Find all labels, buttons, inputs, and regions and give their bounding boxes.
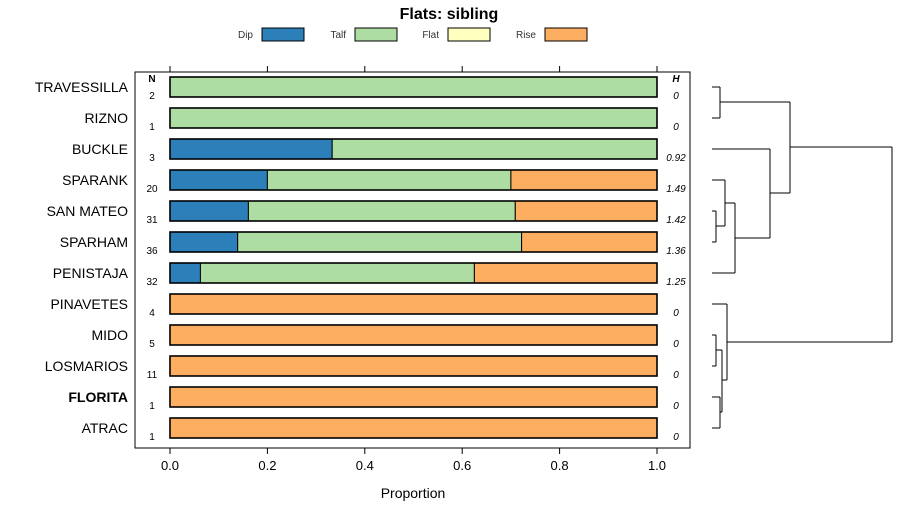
row-h-value: 0 (673, 370, 679, 381)
bar-segment-rise (510, 169, 658, 191)
row-label: PINAVETES (50, 296, 128, 312)
row-label: ATRAC (82, 420, 128, 436)
x-axis: 0.0 0.2 0.4 0.6 0.8 1.0 (161, 66, 666, 473)
row-n-value: 2 (149, 91, 155, 102)
row-h-value: 0.92 (666, 153, 686, 164)
row-h-value: 1.25 (666, 277, 686, 288)
row-n-value: 11 (147, 370, 158, 381)
bar-outline (169, 386, 658, 408)
bar-outline (169, 107, 658, 129)
row-label: FLORITA (68, 389, 128, 405)
bar-outline (169, 355, 658, 377)
bar-segment-dip (169, 138, 333, 160)
h-column-header: H (672, 74, 680, 85)
legend-swatch-flat (447, 27, 491, 42)
x-tick-label: 0.0 (161, 458, 179, 473)
bar-outline (169, 417, 658, 439)
legend-label-flat: Flat (422, 30, 439, 41)
bar-segment-rise (169, 324, 658, 346)
bar-outline (169, 138, 658, 160)
bar-segment-rise (473, 262, 658, 284)
bar-segment-talf (169, 107, 658, 129)
legend-label-rise: Rise (516, 30, 536, 41)
row-n-value: 1 (149, 122, 155, 133)
bar-segment-rise (514, 200, 658, 222)
row-n-value: 1 (149, 432, 155, 443)
bar-segment-talf (331, 138, 658, 160)
bar-segment-rise (169, 417, 658, 439)
row-n-value: 4 (149, 308, 155, 319)
plot-frame (134, 71, 691, 449)
bar-outline (169, 262, 658, 284)
row-label: SPARHAM (60, 234, 128, 250)
bar-outline (169, 293, 658, 315)
legend-swatch-rise (544, 27, 588, 42)
row-h-value: 0 (673, 401, 679, 412)
row-h-value: 1.49 (666, 184, 686, 195)
row-h-value: 1.42 (666, 215, 686, 226)
x-tick-label: 0.6 (453, 458, 471, 473)
bar-segment-rise (169, 355, 658, 377)
row-n-value: 32 (146, 277, 158, 288)
row-h-value: 0 (673, 122, 679, 133)
bar-outline (169, 200, 658, 222)
row-label: MIDO (91, 327, 128, 343)
dendrogram (712, 86, 893, 429)
bar-segment-talf (247, 200, 516, 222)
row-n-value: 1 (149, 401, 155, 412)
row-label: PENISTAJA (53, 265, 129, 281)
row-label: LOSMARIOS (45, 358, 128, 374)
row-label: SPARANK (62, 172, 129, 188)
row-n-value: 5 (149, 339, 155, 350)
row-label: SAN MATEO (47, 203, 129, 219)
chart-title: Flats: sibling (400, 6, 499, 23)
bar-outline (169, 324, 658, 346)
bar-segment-rise (169, 386, 658, 408)
row-label: BUCKLE (72, 141, 128, 157)
row-n-value: 31 (146, 215, 158, 226)
x-axis-label: Proportion (381, 485, 446, 501)
bar-segment-talf (169, 76, 658, 98)
row-n-value: 3 (149, 153, 155, 164)
bar-segment-talf (199, 262, 475, 284)
bars-group (169, 76, 658, 439)
bar-outline (169, 169, 658, 191)
row-label: TRAVESSILLA (35, 79, 129, 95)
legend-label-talf: Talf (330, 30, 346, 41)
x-tick-label: 0.4 (356, 458, 374, 473)
bar-segment-rise (521, 231, 658, 253)
legend: Dip Talf Flat Rise (238, 27, 588, 42)
row-h-value: 0 (673, 308, 679, 319)
bar-segment-talf (266, 169, 512, 191)
bar-segment-dip (169, 262, 201, 284)
x-tick-label: 0.8 (551, 458, 569, 473)
row-n-value: 36 (146, 246, 158, 257)
bar-segment-dip (169, 231, 239, 253)
row-n-value: 20 (146, 184, 158, 195)
row-h-value: 0 (673, 432, 679, 443)
row-h-value: 0 (673, 339, 679, 350)
legend-label-dip: Dip (238, 30, 253, 41)
n-column-header: N (148, 74, 155, 85)
bar-segment-rise (169, 293, 658, 315)
bar-segment-dip (169, 200, 249, 222)
row-h-value: 1.36 (666, 246, 686, 257)
x-tick-label: 1.0 (648, 458, 666, 473)
legend-swatch-dip (261, 27, 305, 42)
bar-segment-dip (169, 169, 268, 191)
legend-swatch-talf (354, 27, 398, 42)
x-tick-label: 0.2 (258, 458, 276, 473)
row-h-value: 0 (673, 91, 679, 102)
row-label: RIZNO (84, 110, 128, 126)
bar-segment-talf (237, 231, 523, 253)
bar-outline (169, 231, 658, 253)
bar-outline (169, 76, 658, 98)
